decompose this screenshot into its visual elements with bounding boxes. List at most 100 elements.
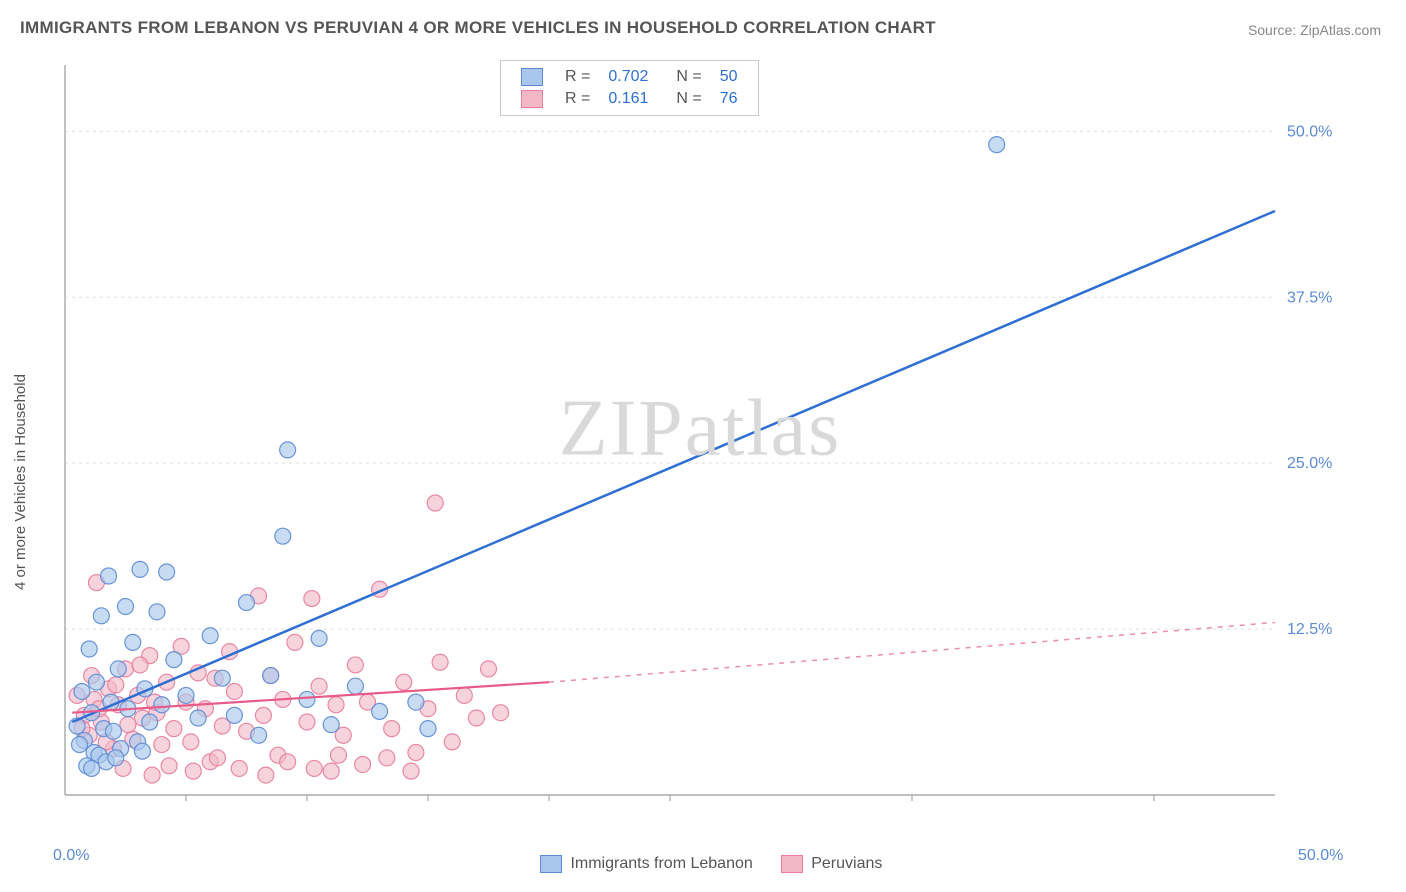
x-origin-label: 0.0% [53,847,89,865]
data-point [323,763,339,779]
series-legend: Immigrants from Lebanon Peruvians [540,855,910,873]
data-point [154,697,170,713]
data-point [287,634,303,650]
data-point [125,634,141,650]
data-point [355,756,371,772]
data-point [311,630,327,646]
data-point [185,763,201,779]
data-point [347,657,363,673]
plot-svg: 12.5% 25.0% 37.5% 50.0% [55,55,1345,835]
correlation-legend: R =0.702N =50R =0.161N =76 [500,60,759,116]
data-point [427,495,443,511]
legend-swatch [781,855,803,873]
data-point [84,760,100,776]
regression-line-extrapolated [549,622,1275,682]
data-point [108,677,124,693]
x-max-label: 50.0% [1298,847,1343,865]
data-point [93,608,109,624]
data-point [132,561,148,577]
legend-n-value: 76 [712,89,746,109]
data-point [226,707,242,723]
legend-n-label: N = [658,67,709,87]
y-tick-label: 37.5% [1287,289,1332,306]
data-point [142,714,158,730]
data-point [88,674,104,690]
data-point [81,641,97,657]
chart-title: IMMIGRANTS FROM LEBANON VS PERUVIAN 4 OR… [20,18,936,38]
data-point [468,710,484,726]
data-point [161,758,177,774]
data-point [403,763,419,779]
data-point [190,710,206,726]
data-point [263,668,279,684]
data-point [299,691,315,707]
legend-r-value: 0.702 [600,67,656,87]
data-point [444,734,460,750]
data-point [347,678,363,694]
legend-item: Peruvians [781,855,883,872]
scatter-plot-area: 12.5%25.0%37.5%50.0% ZIPatlas [55,55,1345,835]
data-point [280,754,296,770]
data-point [166,721,182,737]
data-point [118,599,134,615]
data-point [105,723,121,739]
data-point [209,750,225,766]
data-point [214,670,230,686]
data-point [408,694,424,710]
data-point [149,604,165,620]
data-point [432,654,448,670]
data-point [251,727,267,743]
data-point [108,750,124,766]
data-point [299,714,315,730]
data-point [408,745,424,761]
data-point [379,750,395,766]
data-point [328,697,344,713]
data-point [989,137,1005,153]
legend-item: Immigrants from Lebanon [540,855,753,872]
data-point [134,743,150,759]
data-point [74,683,90,699]
data-point [258,767,274,783]
data-point [239,595,255,611]
data-point [304,591,320,607]
data-point [72,737,88,753]
legend-n-value: 50 [712,67,746,87]
data-point [110,661,126,677]
y-axis-label: 4 or more Vehicles in Household [12,374,29,590]
data-point [144,767,160,783]
data-point [456,687,472,703]
data-point [101,568,117,584]
data-point [154,737,170,753]
data-point [255,707,271,723]
legend-label: Peruvians [811,855,882,872]
data-point [132,657,148,673]
data-point [120,717,136,733]
data-point [396,674,412,690]
y-tick-label: 25.0% [1287,455,1332,472]
data-point [280,442,296,458]
data-point [311,678,327,694]
data-point [481,661,497,677]
y-tick-label: 12.5% [1287,621,1332,638]
data-point [372,703,388,719]
source-label: Source: ZipAtlas.com [1248,22,1381,38]
legend-r-label: R = [557,89,598,109]
data-point [330,747,346,763]
data-point [231,760,247,776]
legend-swatch [521,68,543,86]
data-point [183,734,199,750]
data-point [420,721,436,737]
data-point [178,687,194,703]
legend-r-value: 0.161 [600,89,656,109]
legend-r-label: R = [557,67,598,87]
data-point [275,528,291,544]
data-point [202,628,218,644]
legend-swatch [540,855,562,873]
data-point [226,683,242,699]
data-point [493,705,509,721]
y-tick-label: 50.0% [1287,123,1332,140]
data-point [159,564,175,580]
data-point [306,760,322,776]
regression-line [72,211,1275,722]
data-point [166,652,182,668]
